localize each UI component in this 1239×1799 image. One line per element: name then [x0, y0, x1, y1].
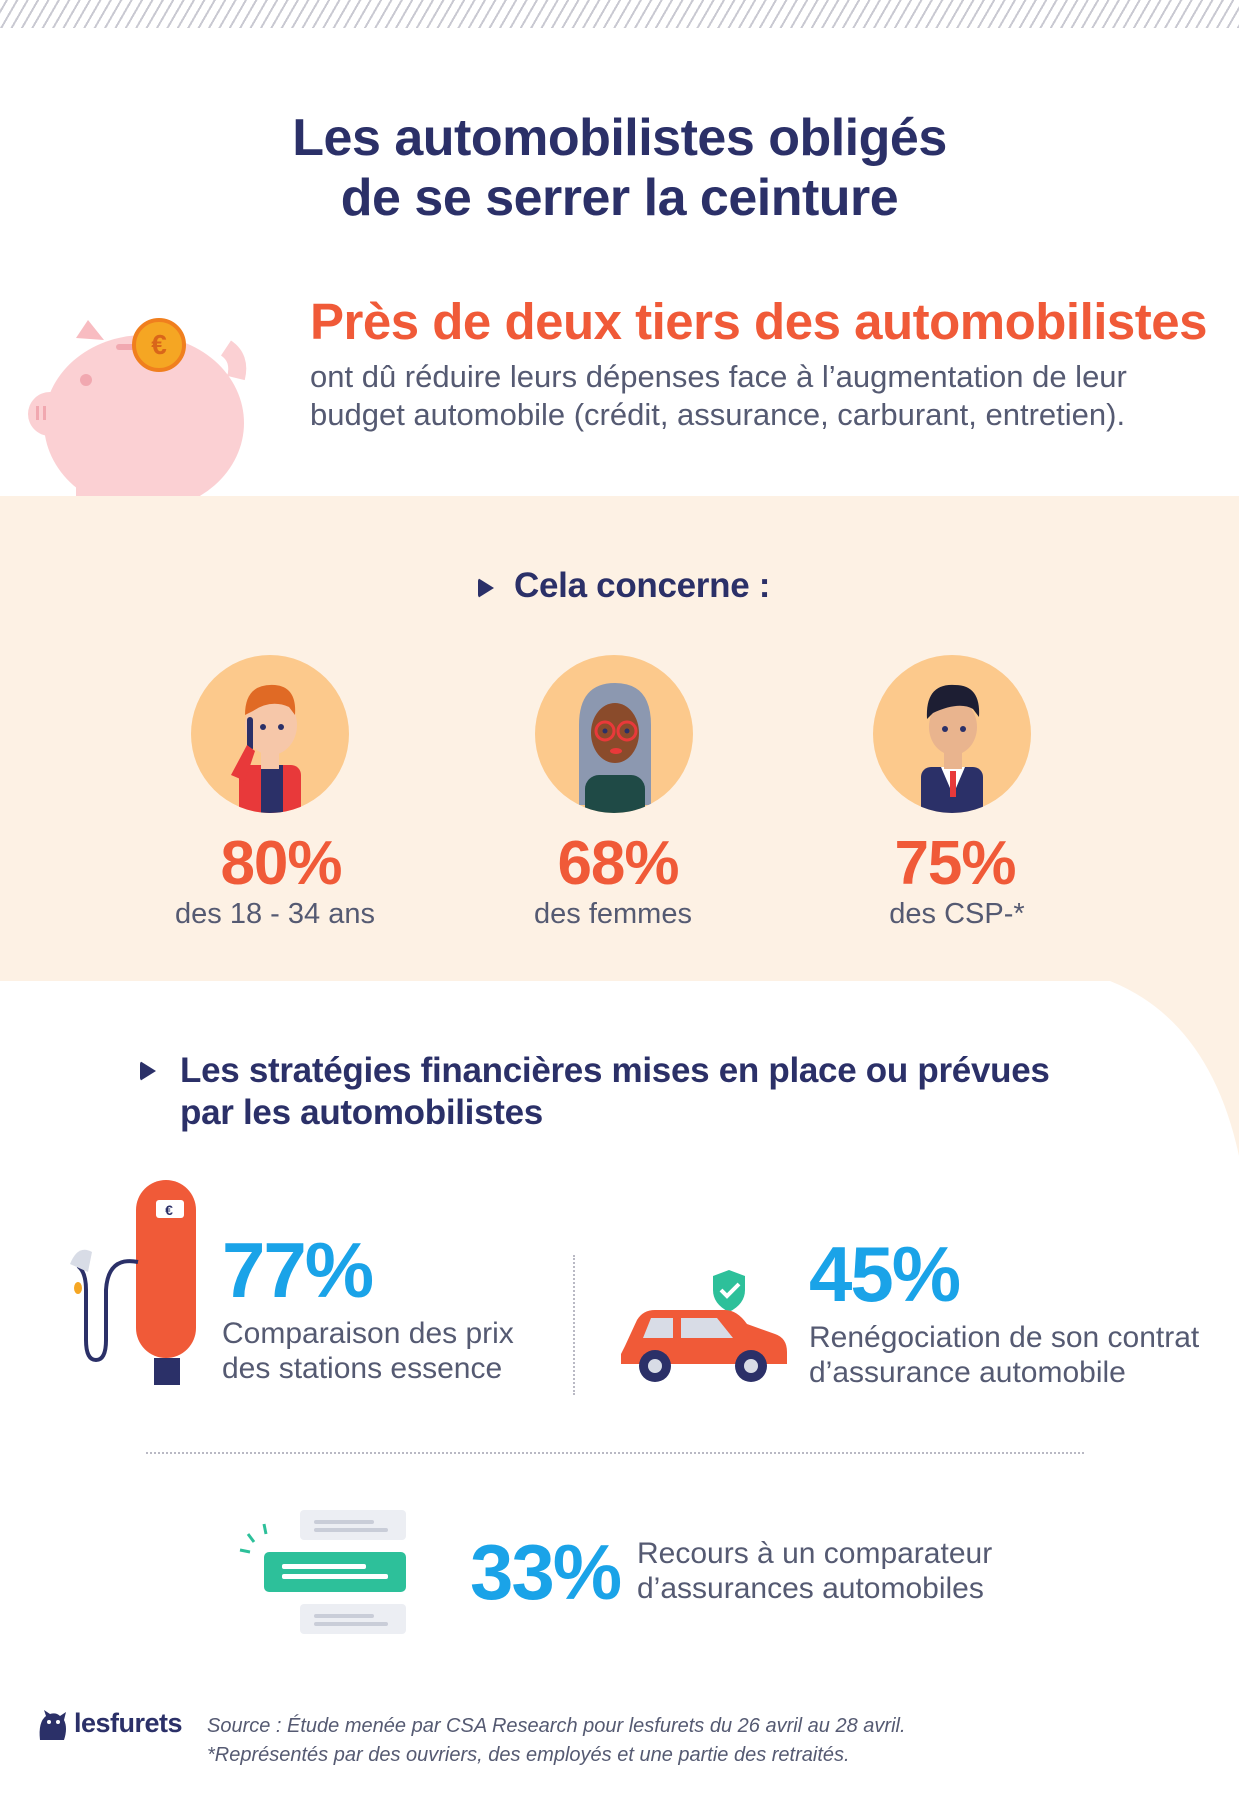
car-shield-icon	[621, 1270, 787, 1382]
bullet-arrow-icon	[140, 1061, 156, 1081]
stat-value-18-34: 80%	[220, 829, 342, 898]
source-text: Source : Étude menée par CSA Research po…	[207, 1715, 906, 1737]
strategy-label-renegociation-line2: d’assurance automobile	[809, 1356, 1126, 1389]
strategy-label-stations-line2: des stations essence	[222, 1352, 503, 1385]
strategy-label-stations: Comparaison des prix des stations essenc…	[222, 1316, 562, 1386]
vertical-dotted-divider	[573, 1255, 575, 1395]
lesfurets-logo: lesfurets	[74, 1708, 183, 1738]
horizontal-dotted-divider	[146, 1452, 1084, 1454]
avatar-young-man-phone	[191, 655, 349, 813]
stat-value-csp: 75%	[894, 829, 1016, 898]
strategies-heading: Les stratégies financières mises en plac…	[140, 1050, 1090, 1134]
avatar-man-suit	[873, 655, 1031, 813]
stat-label-femmes: des femmes	[534, 898, 692, 930]
decorative-hatch-strip	[0, 0, 1239, 28]
strategy-label-renegociation: Renégociation de son contrat d’assurance…	[809, 1320, 1219, 1390]
concerne-heading: Cela concerne :	[478, 566, 770, 606]
stat-value-femmes: 68%	[557, 829, 679, 898]
fuel-pump-icon	[70, 1180, 196, 1385]
strategy-label-comparateur: Recours à un comparateur d’assurances au…	[637, 1536, 1117, 1606]
strategy-value-stations: 77%	[222, 1226, 374, 1314]
intro-text: ont dû réduire leurs dépenses face à l’a…	[310, 359, 1127, 432]
source-note: Source : Étude menée par CSA Research po…	[207, 1712, 906, 1770]
csp-footnote: *Représentés par des ouvriers, des emplo…	[207, 1744, 850, 1766]
avatar-woman-glasses	[535, 655, 693, 813]
bullet-arrow-icon	[478, 577, 494, 598]
strategy-label-comparateur-line2: d’assurances automobiles	[637, 1572, 984, 1605]
man-suit-icon	[921, 684, 983, 813]
lesfurets-logo-icon	[39, 1710, 66, 1740]
euro-coin-icon: €	[132, 318, 186, 372]
stat-label-csp: des CSP-*	[889, 898, 1025, 930]
strategies-heading-text: Les stratégies financières mises en plac…	[180, 1051, 1050, 1132]
strategy-label-comparateur-line1: Recours à un comparateur	[637, 1537, 993, 1570]
page-title-line2: de se serrer la ceinture	[340, 169, 899, 227]
piggy-bank-icon	[28, 320, 247, 496]
strategy-value-comparateur: 33%	[470, 1528, 622, 1616]
pump-screen-text: €	[165, 1202, 173, 1218]
page-title-line1: Les automobilistes obligés	[292, 109, 947, 167]
stat-label-18-34: des 18 - 34 ans	[175, 898, 375, 930]
strategy-label-stations-line1: Comparaison des prix	[222, 1317, 514, 1350]
concerne-heading-text: Cela concerne :	[514, 566, 771, 605]
strategy-label-renegociation-line1: Renégociation de son contrat	[809, 1321, 1200, 1354]
woman-glasses-icon	[579, 683, 651, 813]
intro-headline: Près de deux tiers des automobilistes	[310, 293, 1208, 350]
band-curve-decoration	[1110, 981, 1239, 1156]
comparator-list-icon	[239, 1510, 406, 1634]
page-title: Les automobilistes obligés de se serrer …	[0, 108, 1239, 228]
young-man-phone-icon	[231, 684, 301, 813]
strategy-value-renegociation: 45%	[809, 1230, 961, 1318]
coin-symbol: €	[151, 329, 167, 360]
